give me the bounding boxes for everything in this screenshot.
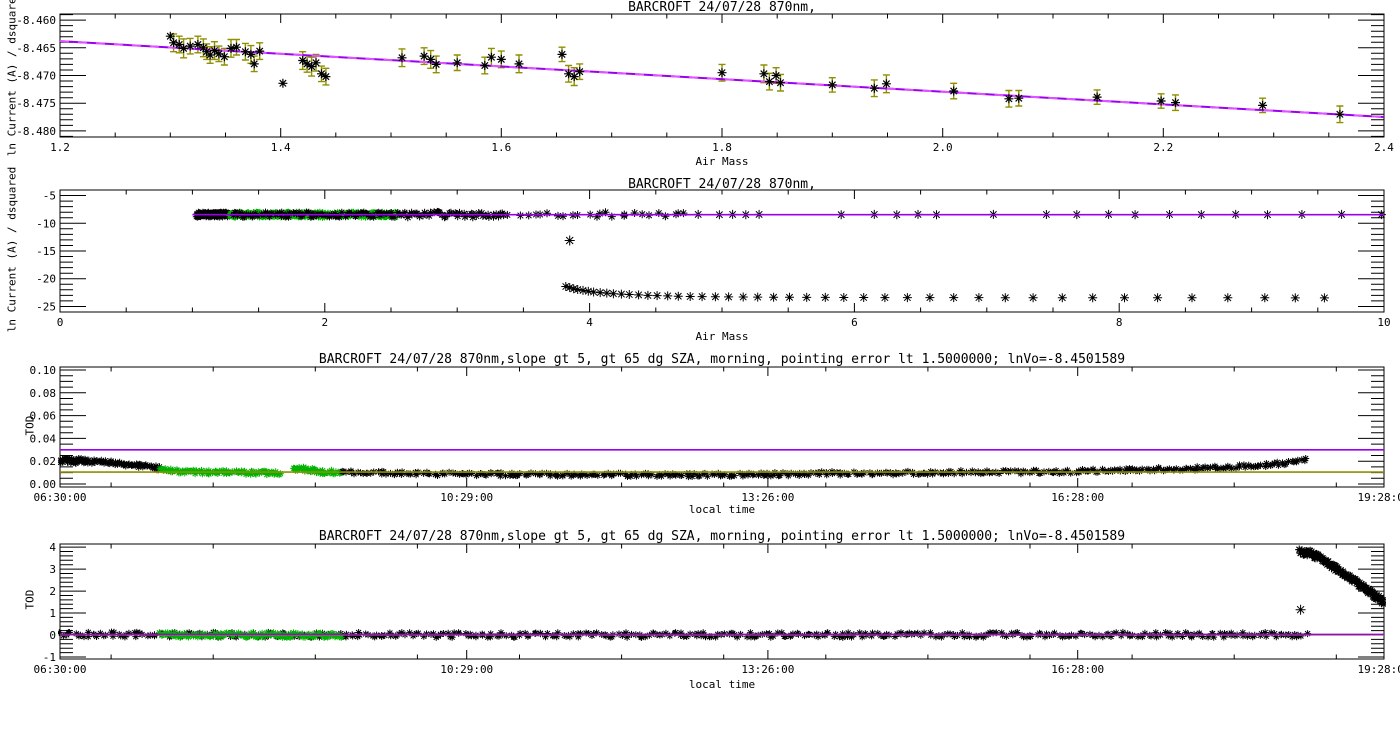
panel3-xlabel: local time (688, 503, 756, 516)
svg-text:-10: -10 (36, 217, 56, 230)
svg-text:8: 8 (1116, 316, 1123, 329)
svg-text:19:28:00: 19:28:00 (1358, 663, 1400, 676)
svg-text:1.6: 1.6 (491, 141, 511, 154)
svg-text:6: 6 (851, 316, 858, 329)
svg-text:0.08: 0.08 (30, 387, 57, 400)
svg-text:13:26:00: 13:26:00 (741, 663, 794, 676)
svg-text:4: 4 (586, 316, 593, 329)
svg-text:0.04: 0.04 (30, 432, 57, 445)
svg-text:06:30:00: 06:30:00 (34, 491, 87, 504)
svg-text:2: 2 (321, 316, 328, 329)
svg-text:10:29:00: 10:29:00 (440, 663, 493, 676)
panel2-ylabel: ln Current (A) / dsquared (5, 166, 19, 333)
panel4-title: BARCROFT 24/07/28 870nm,slope gt 5, gt 6… (318, 529, 1126, 544)
svg-text:10: 10 (1377, 316, 1390, 329)
svg-text:-8.475: -8.475 (16, 97, 56, 110)
idl-plot-window: { "figure": { "station": "BARCROFT", "da… (5, 0, 1400, 691)
svg-text:2.2: 2.2 (1153, 141, 1173, 154)
svg-text:2.4: 2.4 (1374, 141, 1394, 154)
svg-text:16:28:00: 16:28:00 (1051, 663, 1104, 676)
svg-text:2.0: 2.0 (933, 141, 953, 154)
svg-text:-8.470: -8.470 (16, 70, 56, 83)
svg-text:0.00: 0.00 (30, 478, 57, 491)
panel2-title: BARCROFT 24/07/28 870nm, (628, 177, 816, 192)
svg-text:-8.460: -8.460 (16, 14, 56, 27)
svg-text:10:29:00: 10:29:00 (440, 491, 493, 504)
svg-text:1: 1 (49, 607, 56, 620)
svg-text:1.8: 1.8 (712, 141, 732, 154)
svg-text:0.06: 0.06 (30, 410, 57, 423)
svg-text:-25: -25 (36, 301, 56, 314)
svg-text:16:28:00: 16:28:00 (1051, 491, 1104, 504)
svg-text:0.10: 0.10 (30, 364, 57, 377)
svg-text:-5: -5 (43, 190, 56, 203)
svg-text:4: 4 (49, 541, 56, 554)
svg-text:-8.480: -8.480 (16, 125, 56, 138)
plots-canvas: -8.460 -8.465 -8.470 -8.475 -8.480 1.2 1.4 1.6 1… (16, 13, 1400, 676)
svg-text:2: 2 (49, 585, 56, 598)
svg-text:-15: -15 (36, 245, 56, 258)
svg-text:06:30:00: 06:30:00 (34, 663, 87, 676)
svg-text:-20: -20 (36, 273, 56, 286)
panel4-xlabel: local time (688, 678, 756, 691)
svg-text:0.02: 0.02 (30, 455, 57, 468)
svg-text:0: 0 (57, 316, 64, 329)
panel4-ylabel: TOD (23, 589, 37, 610)
svg-text:1.4: 1.4 (271, 141, 291, 154)
svg-text:1.2: 1.2 (50, 141, 70, 154)
svg-text:0: 0 (49, 629, 56, 642)
svg-text:-1: -1 (43, 651, 56, 664)
panel3-title: BARCROFT 24/07/28 870nm,slope gt 5, gt 6… (318, 352, 1126, 367)
svg-text:-8.465: -8.465 (16, 42, 56, 55)
panel1-title: BARCROFT 24/07/28 870nm, (628, 0, 816, 15)
panel1-xlabel: Air Mass (695, 155, 749, 168)
svg-text:3: 3 (49, 563, 56, 576)
panel2-xlabel: Air Mass (695, 330, 749, 343)
svg-text:19:28:00: 19:28:00 (1358, 491, 1400, 504)
svg-text:13:26:00: 13:26:00 (741, 491, 794, 504)
